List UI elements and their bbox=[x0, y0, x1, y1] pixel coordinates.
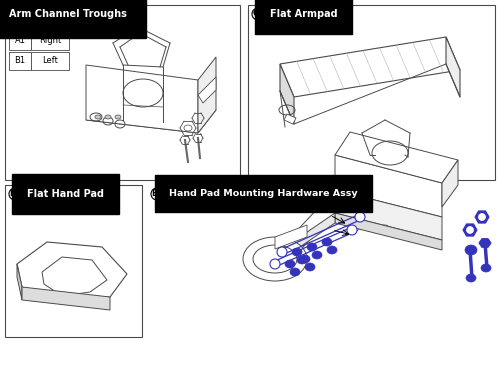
Ellipse shape bbox=[478, 213, 486, 220]
Polygon shape bbox=[335, 155, 442, 217]
Text: Flat Armpad: Flat Armpad bbox=[270, 9, 338, 19]
Ellipse shape bbox=[300, 255, 310, 263]
Polygon shape bbox=[198, 57, 216, 133]
Polygon shape bbox=[22, 287, 110, 310]
Text: A1: A1 bbox=[14, 36, 26, 45]
Text: Flat Hand Pad: Flat Hand Pad bbox=[27, 189, 104, 199]
Polygon shape bbox=[198, 77, 216, 103]
Polygon shape bbox=[280, 64, 294, 124]
Polygon shape bbox=[463, 224, 477, 236]
Bar bbox=[248, 5, 495, 180]
Ellipse shape bbox=[277, 247, 287, 257]
Ellipse shape bbox=[290, 268, 300, 276]
Ellipse shape bbox=[466, 227, 473, 234]
Ellipse shape bbox=[270, 259, 280, 269]
Polygon shape bbox=[275, 190, 335, 277]
Circle shape bbox=[151, 188, 163, 200]
Ellipse shape bbox=[351, 225, 359, 231]
Circle shape bbox=[9, 188, 21, 200]
Polygon shape bbox=[86, 65, 198, 133]
Polygon shape bbox=[17, 242, 127, 302]
Ellipse shape bbox=[253, 245, 297, 273]
Circle shape bbox=[252, 8, 264, 20]
Polygon shape bbox=[335, 132, 458, 183]
Text: E1: E1 bbox=[152, 190, 162, 198]
Polygon shape bbox=[442, 160, 458, 207]
Ellipse shape bbox=[466, 274, 476, 282]
Polygon shape bbox=[275, 225, 307, 249]
Text: D1: D1 bbox=[9, 190, 21, 198]
Ellipse shape bbox=[347, 225, 357, 235]
Polygon shape bbox=[479, 239, 491, 247]
Polygon shape bbox=[280, 37, 460, 97]
Ellipse shape bbox=[465, 245, 477, 255]
Ellipse shape bbox=[115, 115, 121, 119]
Polygon shape bbox=[42, 257, 107, 296]
Ellipse shape bbox=[285, 260, 295, 268]
Ellipse shape bbox=[481, 264, 491, 272]
Text: Arm Channel Troughs: Arm Channel Troughs bbox=[9, 9, 127, 19]
Ellipse shape bbox=[327, 246, 337, 254]
Bar bbox=[31, 32, 69, 50]
Ellipse shape bbox=[312, 251, 322, 259]
Text: B1: B1 bbox=[14, 56, 26, 65]
Polygon shape bbox=[446, 37, 460, 97]
Ellipse shape bbox=[95, 115, 101, 119]
Ellipse shape bbox=[307, 243, 317, 251]
Bar bbox=[5, 5, 240, 180]
Ellipse shape bbox=[366, 225, 374, 231]
Bar bbox=[9, 52, 31, 70]
Text: Right: Right bbox=[39, 36, 61, 45]
Ellipse shape bbox=[292, 248, 302, 256]
Polygon shape bbox=[475, 211, 489, 223]
Ellipse shape bbox=[297, 256, 307, 264]
Polygon shape bbox=[284, 114, 296, 124]
Text: C1: C1 bbox=[252, 10, 264, 19]
Ellipse shape bbox=[243, 237, 307, 281]
Bar bbox=[9, 32, 31, 50]
Polygon shape bbox=[86, 97, 216, 133]
Bar bbox=[31, 52, 69, 70]
Text: Left: Left bbox=[42, 56, 58, 65]
Ellipse shape bbox=[305, 263, 315, 271]
Bar bbox=[5, 185, 142, 337]
Polygon shape bbox=[335, 213, 442, 250]
Ellipse shape bbox=[322, 238, 332, 246]
Text: Hand Pad Mounting Hardware Assy: Hand Pad Mounting Hardware Assy bbox=[169, 189, 358, 198]
Polygon shape bbox=[17, 264, 22, 300]
Ellipse shape bbox=[355, 212, 365, 222]
Polygon shape bbox=[335, 190, 442, 240]
Ellipse shape bbox=[381, 225, 389, 231]
Polygon shape bbox=[275, 213, 335, 264]
Ellipse shape bbox=[105, 115, 111, 119]
